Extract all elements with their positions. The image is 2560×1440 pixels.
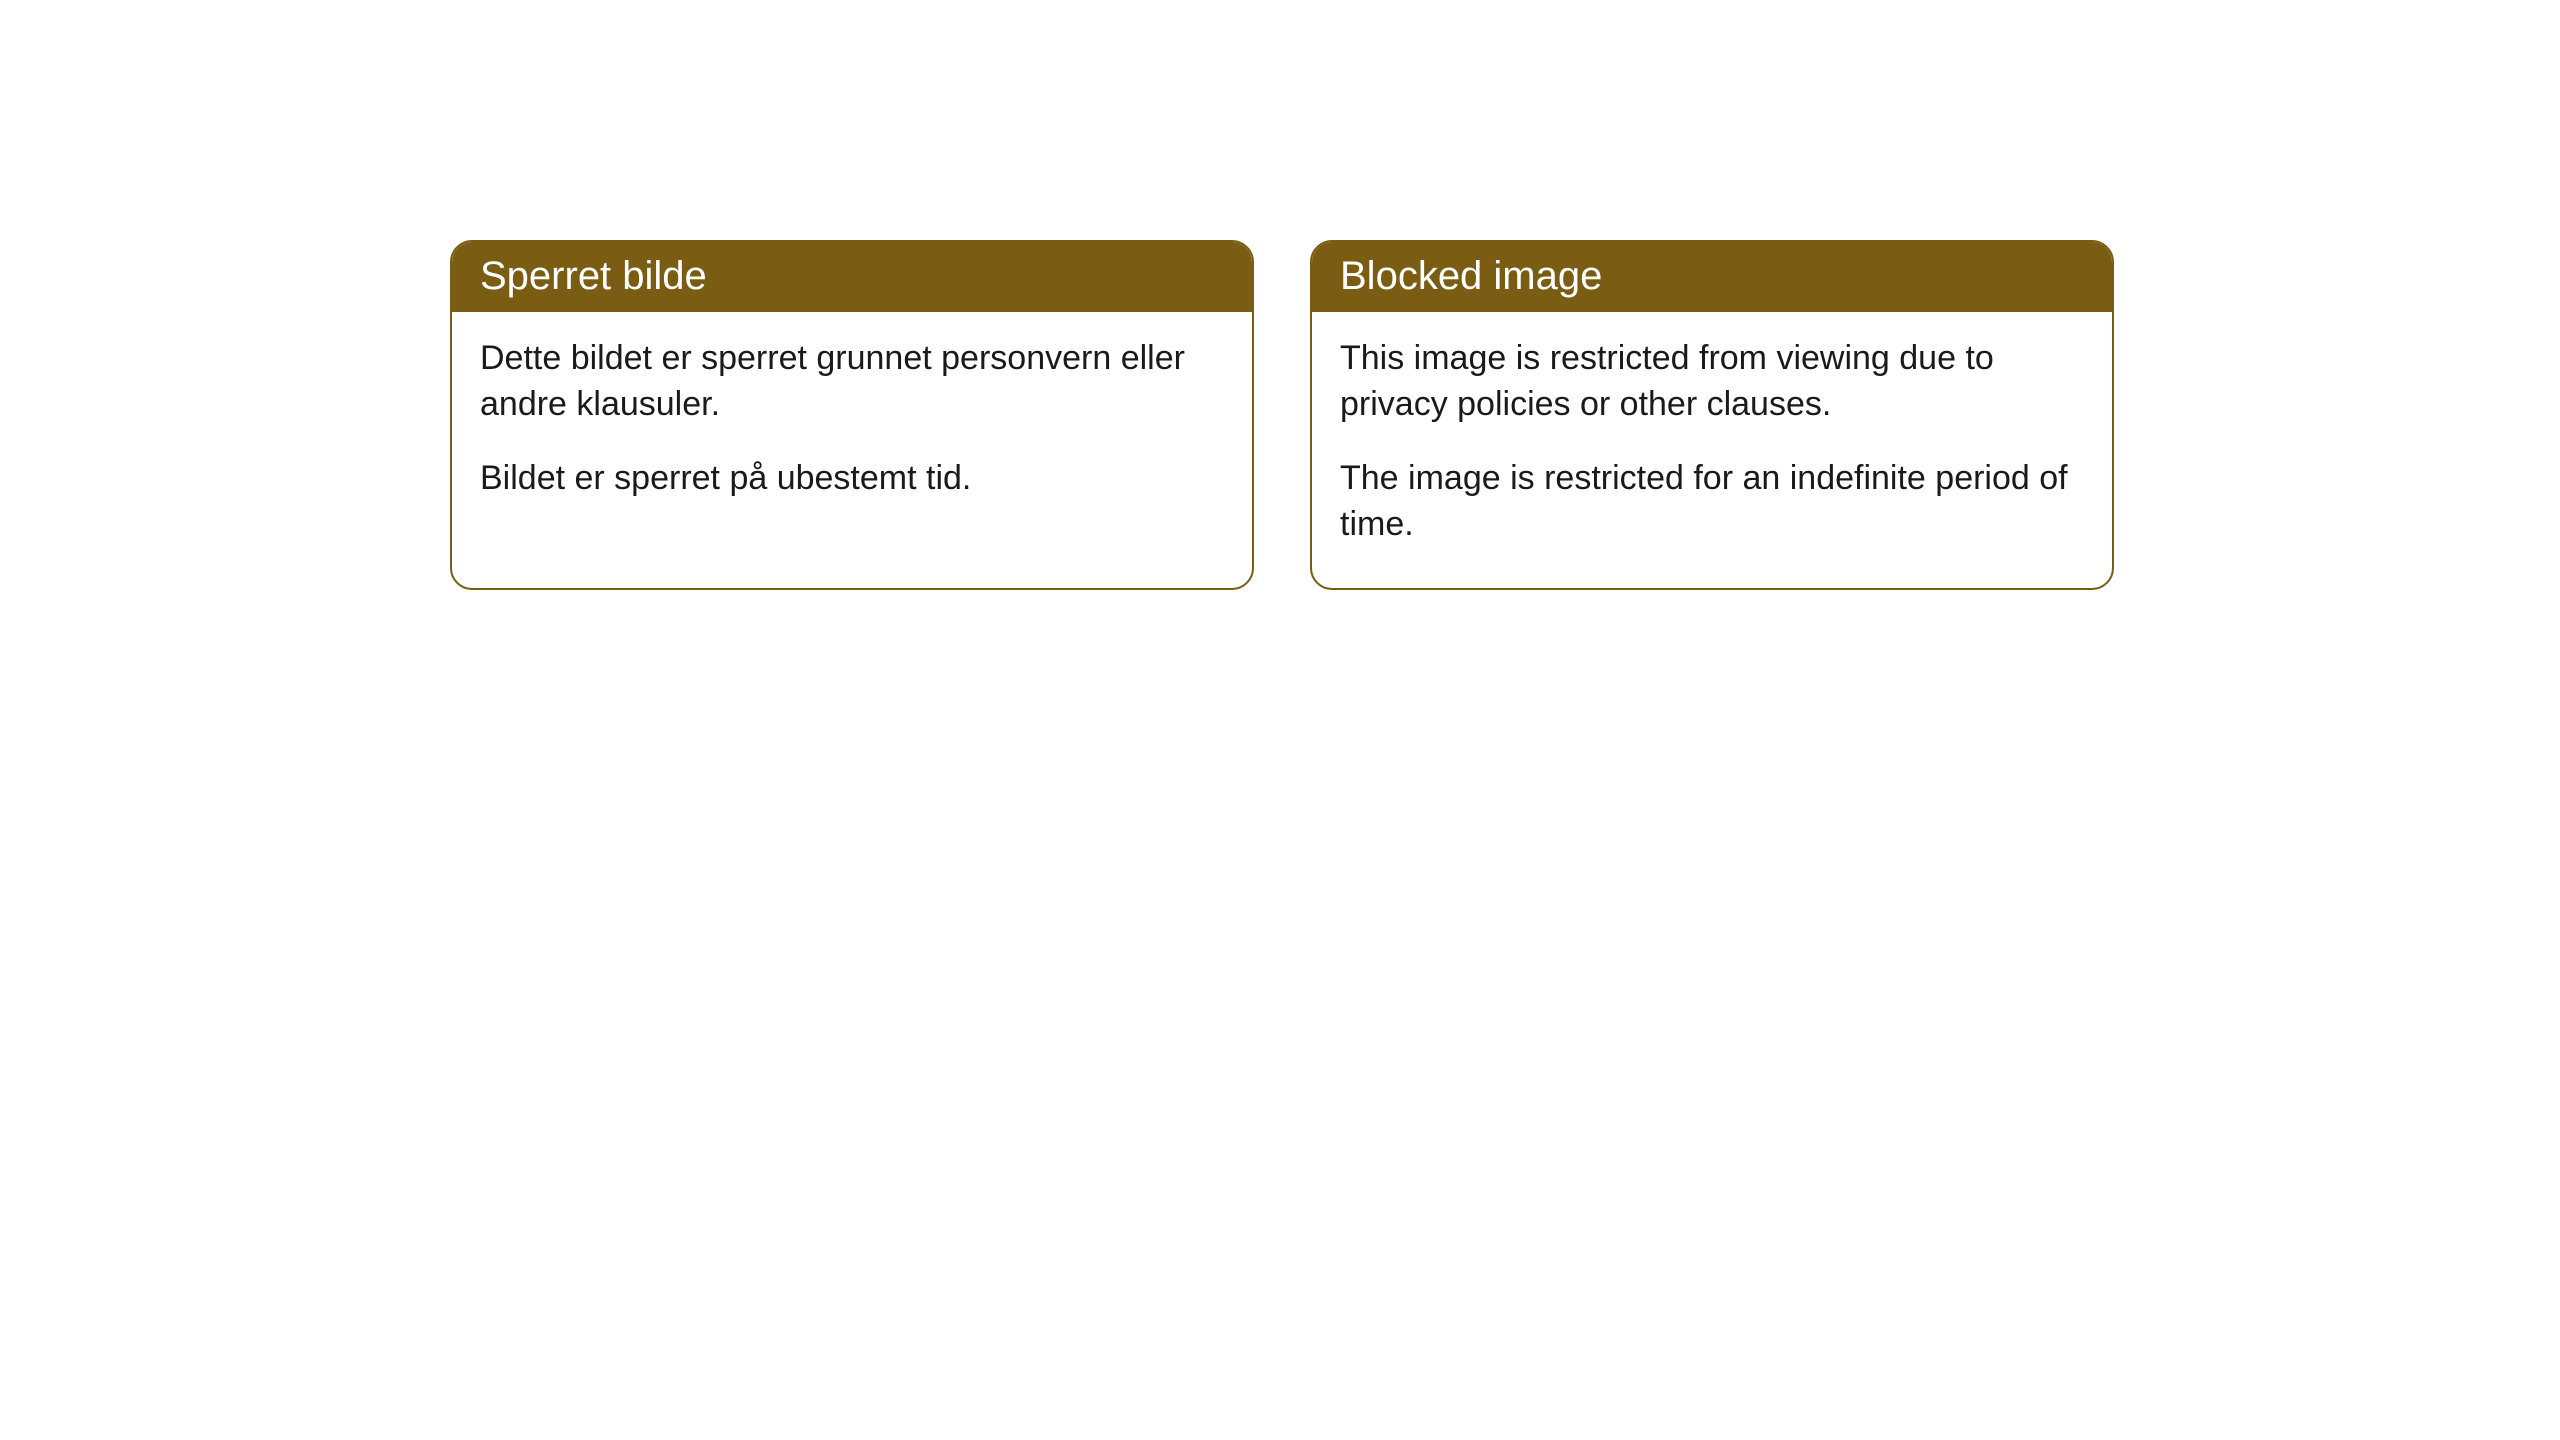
notice-paragraph: Dette bildet er sperret grunnet personve… [480,336,1224,428]
card-header: Sperret bilde [452,242,1252,312]
notice-card-english: Blocked image This image is restricted f… [1310,240,2114,590]
notice-card-norwegian: Sperret bilde Dette bildet er sperret gr… [450,240,1254,590]
card-body: This image is restricted from viewing du… [1312,312,2112,588]
notice-paragraph: The image is restricted for an indefinit… [1340,456,2084,548]
notice-cards-container: Sperret bilde Dette bildet er sperret gr… [0,0,2560,590]
card-header: Blocked image [1312,242,2112,312]
card-body: Dette bildet er sperret grunnet personve… [452,312,1252,542]
notice-paragraph: Bildet er sperret på ubestemt tid. [480,456,1224,502]
notice-paragraph: This image is restricted from viewing du… [1340,336,2084,428]
